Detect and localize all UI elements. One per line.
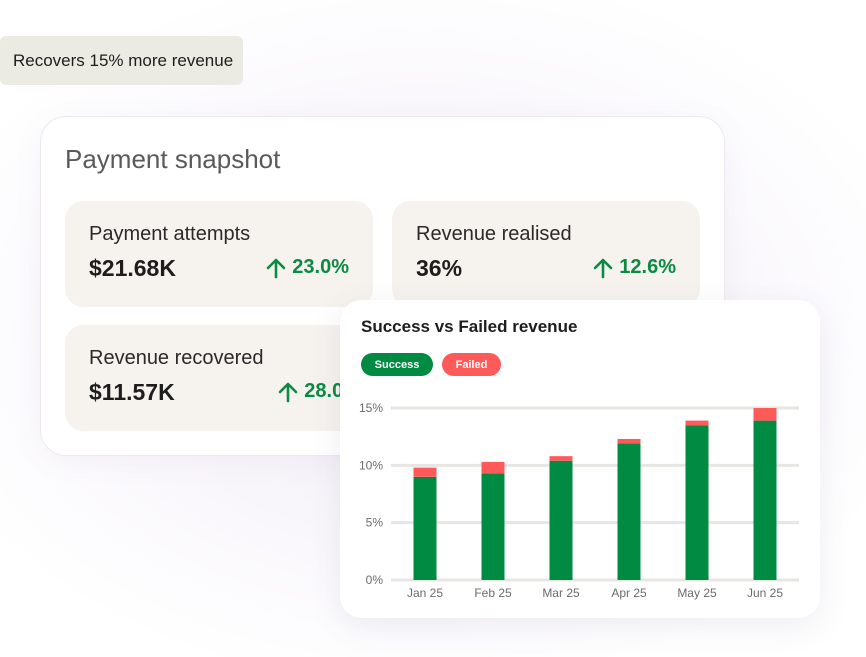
legend-success[interactable]: Success: [361, 353, 433, 376]
metric-label: Revenue recovered: [89, 347, 264, 369]
metric-value: $21.68K: [89, 255, 176, 281]
bar-failed: [481, 461, 505, 474]
y-tick-label: 5%: [366, 516, 384, 530]
metric-label: Revenue realised: [416, 223, 572, 245]
arrow-up-icon: [278, 382, 298, 402]
metric-change-value: 12.6%: [619, 256, 676, 278]
x-tick-label: Apr 25: [611, 586, 647, 600]
metric-change: 23.0%: [266, 256, 349, 279]
bar-success: [753, 420, 777, 580]
metric-value: $11.57K: [89, 379, 175, 405]
revenue-tag: Recovers 15% more revenue: [0, 36, 244, 85]
bar-success: [617, 443, 641, 580]
bar-failed: [753, 408, 777, 421]
stacked-bar-chart: 0% 5% 10% 15% Jan 25 Feb 25 Mar 25 Apr 25 May 25…: [359, 401, 799, 600]
metric-revenue-recovered: Revenue recovered $11.57K 28.0%: [65, 325, 373, 431]
metric-label: Payment attempts: [89, 223, 251, 245]
bar-success: [413, 476, 437, 580]
bar-failed: [617, 438, 641, 444]
y-tick-label: 15%: [359, 401, 383, 415]
x-tick-label: Jun 25: [747, 586, 783, 600]
bar-failed: [685, 420, 709, 426]
arrow-up-icon: [266, 258, 286, 278]
bar-success: [481, 473, 505, 580]
bar-success: [549, 460, 573, 580]
legend-failed[interactable]: Failed: [442, 353, 501, 376]
bar-success: [685, 425, 709, 580]
y-tick-label: 10%: [359, 458, 383, 472]
chart-title: Success vs Failed revenue: [361, 317, 578, 336]
metric-payment-attempts: Payment attempts $21.68K 23.0%: [65, 201, 373, 307]
x-tick-label: Mar 25: [542, 586, 580, 600]
revenue-chart-card: Success vs Failed revenue Success Failed…: [340, 300, 820, 618]
x-tick-label: Jan 25: [407, 586, 443, 600]
metric-revenue-realised: Revenue realised 36% 12.6%: [392, 201, 700, 307]
revenue-tag-label: Recovers 15% more revenue: [13, 50, 234, 70]
y-tick-label: 0%: [366, 573, 384, 587]
metric-change: 12.6%: [593, 256, 676, 279]
arrow-up-icon: [593, 258, 613, 278]
metric-value: 36%: [416, 255, 463, 281]
bar-failed: [413, 467, 437, 477]
bar-failed: [549, 456, 573, 461]
payment-snapshot-card: Payment snapshot Payment attempts $21.68…: [40, 116, 725, 456]
metric-change-value: 23.0%: [292, 256, 349, 278]
snapshot-title: Payment snapshot: [65, 144, 281, 174]
x-tick-label: Feb 25: [474, 586, 512, 600]
x-tick-label: May 25: [677, 586, 717, 600]
